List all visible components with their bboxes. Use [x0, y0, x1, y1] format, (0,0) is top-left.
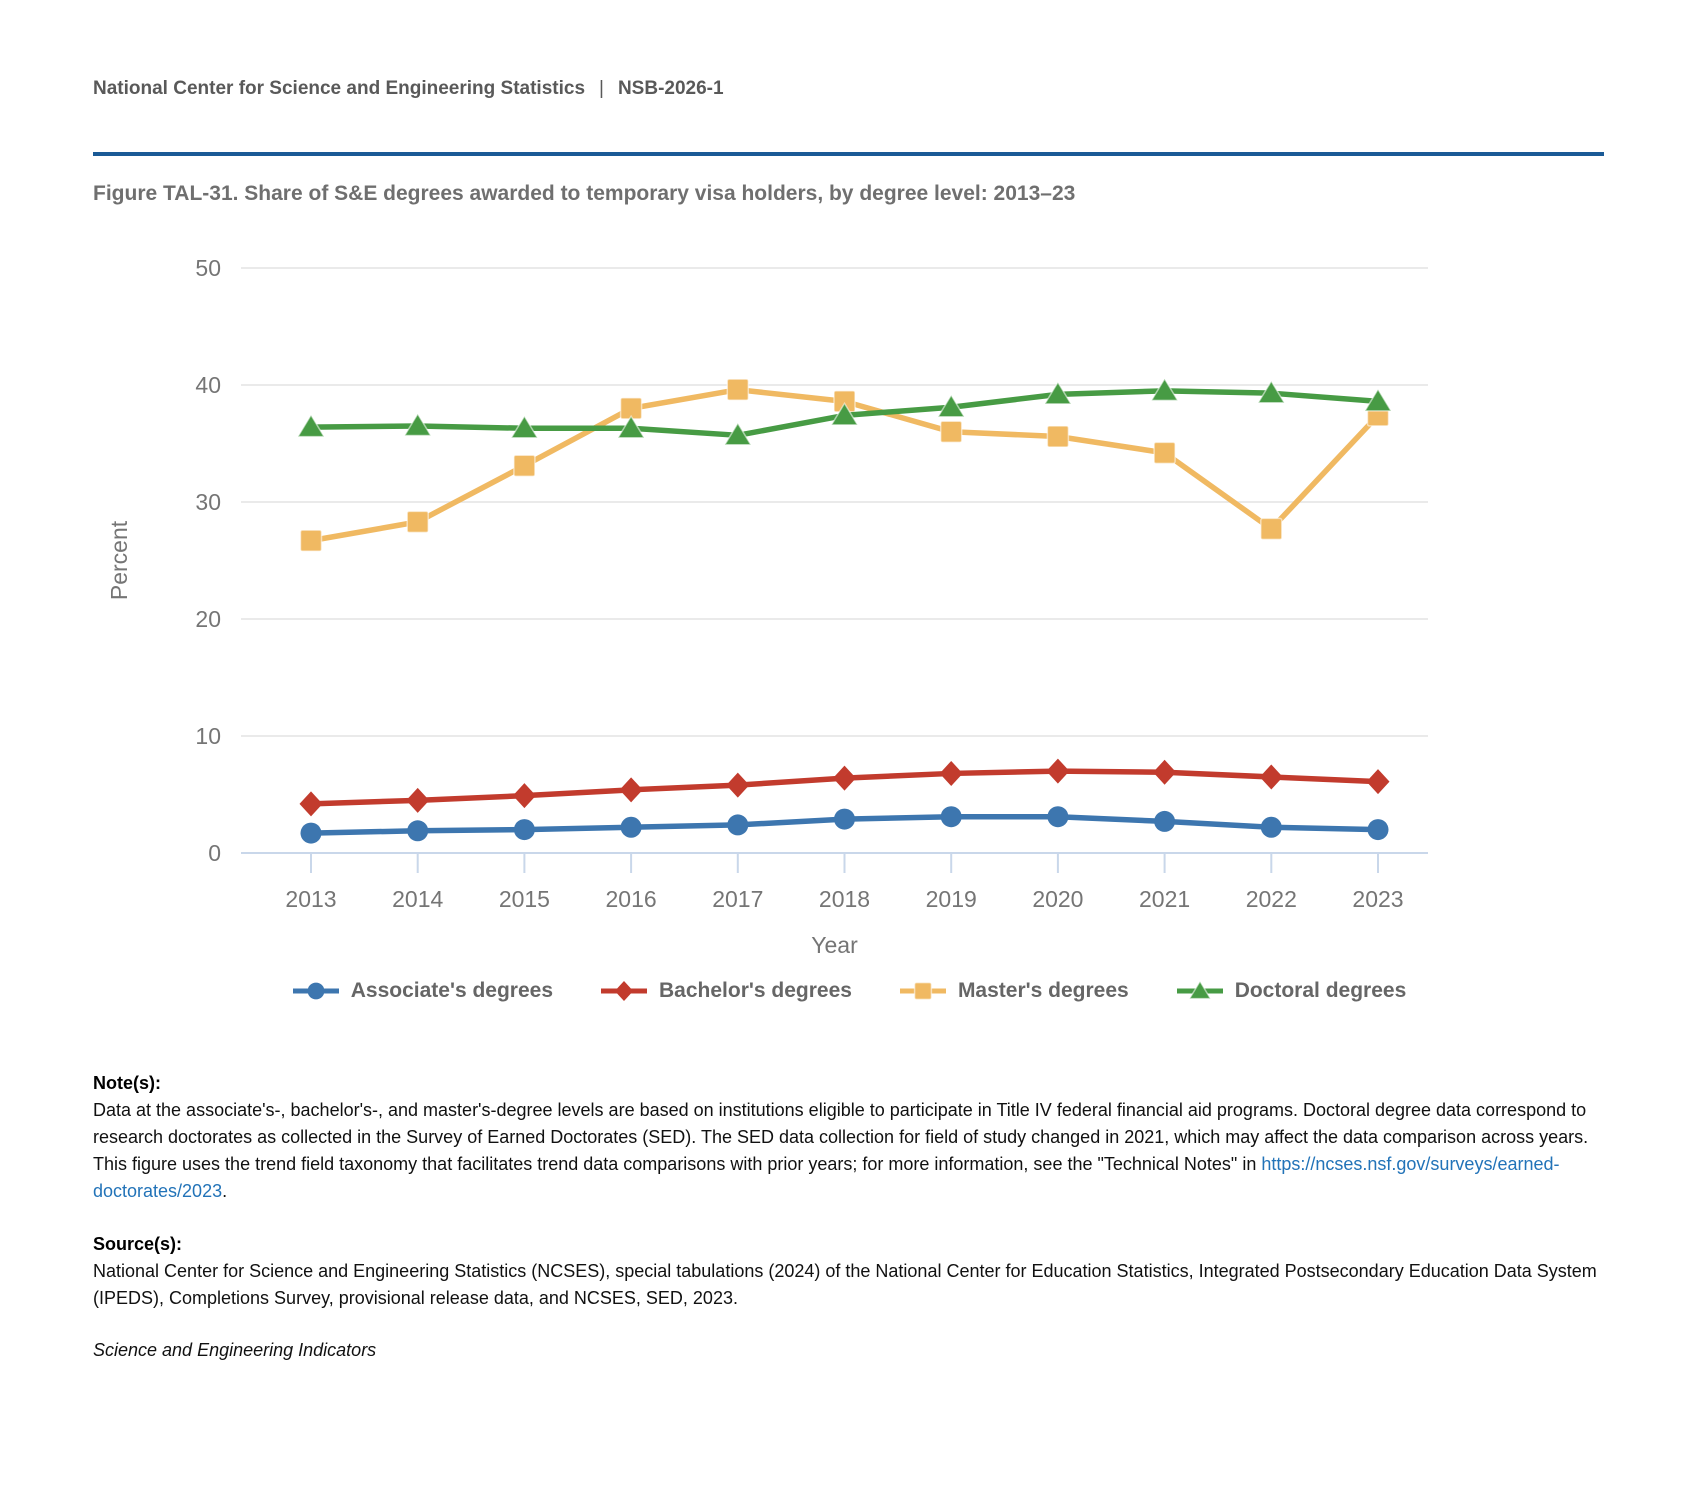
header-separator: |: [599, 78, 604, 99]
square-legend-icon: [899, 981, 946, 1001]
x-tick-label: 2019: [926, 886, 977, 912]
line-chart-svg: 0 10 20 30 40 50 Percent 2013 2014 2015 2016 2017 20…: [106, 255, 1428, 958]
x-tick-label: 2015: [499, 886, 550, 912]
sources-label: Source(s):: [93, 1234, 183, 1254]
x-tick-label: 2023: [1352, 886, 1403, 912]
legend-item[interactable]: Associate's degrees: [291, 978, 553, 1004]
triangle-marker: [936, 393, 966, 418]
sources-section: Source(s): National Center for Science a…: [93, 1231, 1604, 1312]
y-tick-label: 50: [195, 255, 221, 281]
legend-label: Associate's degrees: [350, 979, 554, 1002]
diamond-marker: [299, 791, 323, 817]
diamond-marker: [1046, 758, 1070, 784]
circle-marker: [1367, 819, 1389, 841]
notes-section: Note(s): Data at the associate's-, bache…: [93, 1070, 1604, 1205]
x-axis-title: Year: [811, 932, 858, 958]
diamond-marker: [1259, 764, 1283, 790]
triangle-marker: [1150, 377, 1179, 402]
square-marker: [1260, 517, 1283, 541]
x-tick-label: 2013: [285, 886, 336, 912]
notes-text: Data at the associate's-, bachelor's-, a…: [93, 1097, 1604, 1205]
x-tick-label: 2016: [606, 886, 657, 912]
x-tick-label: 2017: [712, 886, 763, 912]
y-tick-label: 20: [195, 606, 221, 632]
y-tick-label: 30: [195, 489, 221, 515]
triangle-marker: [830, 401, 859, 426]
diamond-marker: [406, 787, 430, 813]
square-marker: [406, 510, 429, 534]
triangle-marker: [1256, 379, 1286, 404]
x-tick-label: 2021: [1139, 886, 1190, 912]
y-axis-title: Percent: [106, 520, 132, 600]
triangle-marker: [296, 413, 326, 438]
circle-marker: [620, 816, 642, 838]
square-marker: [726, 378, 750, 401]
circle-marker: [407, 820, 429, 842]
diamond-marker: [1366, 769, 1390, 795]
circle-marker: [300, 822, 322, 844]
x-tick-label: 2014: [392, 886, 443, 912]
y-tick-label: 0: [208, 840, 221, 866]
document-header: National Center for Science and Engineer…: [93, 78, 1604, 100]
diamond-legend-icon: [601, 981, 648, 1001]
legend-label: Bachelor's degrees: [659, 979, 852, 1002]
triangle-marker: [723, 421, 753, 446]
x-tick-label: 2020: [1032, 886, 1083, 912]
footer-publication: Science and Engineering Indicators: [93, 1340, 377, 1360]
org-name: National Center for Science and Engineer…: [93, 78, 586, 99]
diamond-marker: [512, 783, 536, 809]
triangle-legend-icon: [1176, 979, 1223, 1000]
chart-legend: Associate's degrees Bachelor's degrees Mas…: [93, 978, 1604, 1004]
circle-marker: [1047, 806, 1069, 828]
legend-item[interactable]: Doctoral degrees: [1175, 978, 1407, 1004]
notes-label: Note(s):: [93, 1073, 161, 1093]
x-tick-label: 2018: [819, 886, 870, 912]
notes-text-before-link: Data at the associate's-, bachelor's-, a…: [93, 1100, 1589, 1174]
triangle-marker: [1187, 979, 1212, 1000]
diamond-marker: [726, 772, 750, 798]
square-marker: [1046, 425, 1070, 448]
triangle-marker: [1043, 380, 1073, 405]
circle-marker: [1154, 810, 1176, 832]
circle-marker: [727, 814, 749, 836]
circle-marker: [1260, 816, 1282, 838]
legend-item[interactable]: Master's degrees: [898, 978, 1129, 1004]
square-marker: [1153, 441, 1176, 465]
line-chart: 0 10 20 30 40 50 Percent 2013 2014 2015 2016 2017 20…: [93, 226, 1604, 1004]
circle-marker: [834, 808, 855, 830]
square-marker: [513, 454, 536, 477]
legend-item[interactable]: Bachelor's degrees: [599, 978, 852, 1004]
square-marker: [913, 981, 933, 1001]
square-marker: [299, 529, 323, 552]
x-tick-label: 2022: [1246, 886, 1297, 912]
report-id: NSB-2026-1: [617, 78, 724, 99]
circle-marker: [307, 982, 325, 1000]
circle-legend-icon: [292, 982, 339, 1000]
notes-text-after-link: .: [222, 1181, 228, 1201]
circle-marker: [940, 806, 962, 828]
triangle-marker: [616, 414, 646, 439]
triangle-marker: [1363, 387, 1393, 412]
triangle-marker: [510, 414, 539, 439]
diamond-marker: [619, 777, 643, 803]
diamond-marker: [614, 981, 634, 1001]
figure-title: Figure TAL-31. Share of S&E degrees awar…: [93, 182, 1076, 205]
divider-rule: [93, 152, 1604, 156]
diamond-marker: [833, 765, 856, 791]
diamond-marker: [939, 760, 963, 786]
square-marker: [939, 420, 963, 444]
legend-label: Doctoral degrees: [1234, 979, 1407, 1002]
sources-text: National Center for Science and Engineer…: [93, 1261, 1597, 1308]
y-tick-label: 10: [195, 723, 221, 749]
notes-link[interactable]: https://ncses.nsf.gov/surveys/earned-doc…: [93, 1154, 1560, 1201]
legend-label: Master's degrees: [957, 979, 1129, 1002]
circle-marker: [513, 819, 535, 841]
triangle-marker: [403, 412, 433, 437]
diamond-marker: [1153, 759, 1177, 785]
y-tick-label: 40: [195, 372, 221, 398]
